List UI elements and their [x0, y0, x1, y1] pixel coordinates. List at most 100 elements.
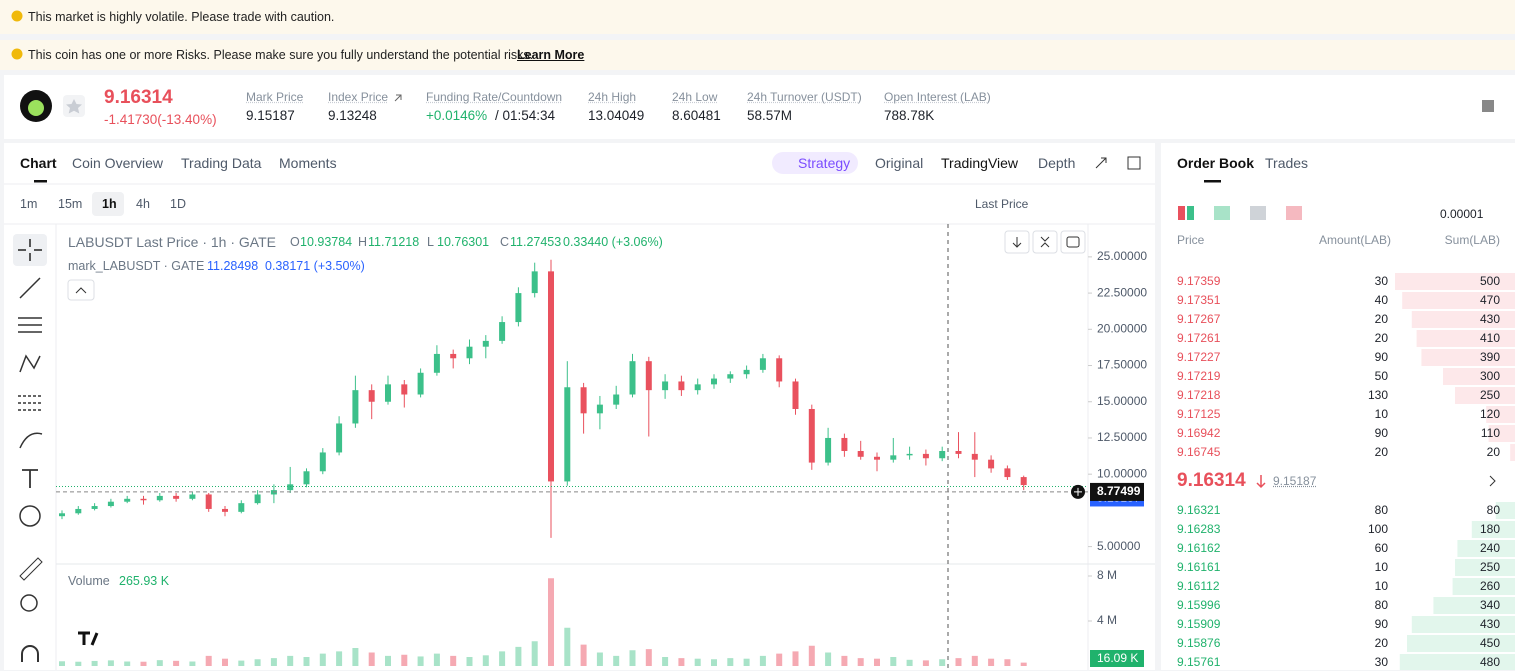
candle-body	[955, 451, 962, 454]
add-alert-icon	[1074, 487, 1082, 496]
last-price-label: 8.77499	[1097, 484, 1141, 498]
volume-bar	[1004, 659, 1011, 666]
order-sum: 20	[1486, 445, 1500, 459]
column-header: Price	[1177, 233, 1205, 247]
volume-bar	[368, 652, 375, 666]
candle-body	[417, 372, 424, 395]
learn-more-link[interactable]: Learn More	[517, 48, 585, 62]
volume-bar	[629, 650, 636, 666]
depth-bar	[1471, 521, 1515, 538]
depth-bar	[1486, 406, 1515, 423]
volume-bar	[906, 659, 913, 666]
order-book-tab[interactable]: Trades	[1265, 155, 1309, 171]
candle-body	[352, 390, 359, 424]
y-tick-label: 12.50000	[1097, 430, 1147, 444]
legend-value: 10.93784	[300, 235, 353, 249]
stat-value: 9.13248	[328, 108, 377, 123]
chart-panel	[4, 143, 1155, 670]
interval-button[interactable]: 1D	[170, 197, 186, 211]
order-price: 9.17219	[1177, 369, 1221, 383]
legend-key: C	[500, 235, 510, 249]
warning-icon	[11, 48, 23, 60]
depth-bar	[1421, 349, 1515, 366]
y-tick-label: 22.50000	[1097, 285, 1147, 299]
volume-bar	[173, 660, 180, 666]
stat-value: 9.15187	[246, 108, 295, 123]
warning-icon	[11, 10, 23, 22]
zoom-tool[interactable]	[20, 594, 38, 612]
magnet-tool[interactable]	[21, 645, 39, 662]
layout-icon[interactable]	[1250, 206, 1266, 220]
chevron-icon[interactable]	[1489, 475, 1496, 487]
legend-key: O	[290, 235, 300, 249]
candle-body	[107, 501, 114, 507]
volume-bar	[662, 657, 669, 666]
layout-icon[interactable]	[1214, 206, 1230, 220]
order-price: 9.17125	[1177, 407, 1221, 421]
candle-body	[222, 508, 228, 512]
volume-bar	[270, 658, 277, 666]
volume-bar	[792, 651, 799, 666]
interval-button[interactable]: 1m	[20, 197, 38, 211]
depth-bar	[1510, 444, 1515, 461]
chart-button[interactable]	[1060, 230, 1086, 254]
layout-icon[interactable]	[1286, 206, 1302, 220]
order-sum: 450	[1479, 636, 1500, 650]
brush-tool[interactable]	[19, 432, 43, 449]
layout-icon[interactable]	[1178, 206, 1185, 220]
chart-tab[interactable]: Chart	[20, 155, 57, 171]
chart-tab[interactable]: Coin Overview	[72, 155, 164, 171]
order-amount: 90	[1374, 426, 1388, 440]
order-book-tab[interactable]: Order Book	[1177, 155, 1255, 171]
stat-label: Index Price	[328, 90, 389, 104]
layout-icon[interactable]	[1187, 206, 1194, 220]
collapse-legend[interactable]	[67, 279, 95, 301]
pattern-tool[interactable]	[19, 354, 41, 373]
legend-mark-change: 0.38171 (+3.50%)	[265, 259, 365, 273]
strategy-pill[interactable]	[772, 152, 858, 174]
chart-tab[interactable]: Moments	[279, 155, 337, 171]
notes-icon[interactable]	[1482, 100, 1494, 112]
interval-button[interactable]: 15m	[58, 197, 83, 211]
order-price: 9.16161	[1177, 560, 1221, 574]
interval-button[interactable]: 1h	[102, 197, 117, 211]
banner-text: This coin has one or more Risks. Please …	[28, 48, 534, 62]
volume-bar	[417, 656, 424, 666]
candle-body	[433, 353, 440, 373]
legend-symbol: LABUSDT Last Price · 1h · GATE	[68, 234, 276, 250]
banner-text: This market is highly volatile. Please t…	[28, 10, 335, 24]
view-tab[interactable]: TradingView	[941, 155, 1019, 171]
volume-bar	[776, 653, 783, 666]
legend-mark-value: 11.28498	[207, 259, 259, 273]
order-amount: 30	[1374, 655, 1388, 669]
fib-tool[interactable]	[18, 317, 42, 333]
volume-bar	[564, 627, 571, 666]
candle-body	[971, 453, 978, 460]
volume-bar	[694, 658, 701, 666]
volume-bar	[955, 658, 962, 666]
order-price: 9.17218	[1177, 388, 1221, 402]
view-tab[interactable]: Depth	[1038, 155, 1076, 171]
order-price: 9.16745	[1177, 445, 1221, 459]
view-tab[interactable]: Original	[875, 155, 924, 171]
crosshair-tool[interactable]	[18, 239, 42, 261]
candle-body	[645, 361, 652, 391]
order-amount: 130	[1367, 388, 1388, 402]
expand-icon[interactable]	[1095, 157, 1107, 169]
price-source-select[interactable]: Last Price	[975, 197, 1029, 211]
tool-active[interactable]	[13, 234, 47, 266]
maximize-icon[interactable]	[1127, 156, 1141, 170]
text-tool[interactable]	[22, 469, 38, 488]
order-price: 9.16321	[1177, 503, 1221, 517]
chart-button[interactable]	[1032, 230, 1058, 254]
trendline-tool[interactable]	[19, 277, 41, 299]
view-tab[interactable]: Strategy	[798, 155, 851, 171]
ruler-tool[interactable]	[19, 557, 43, 581]
interval-button[interactable]: 4h	[136, 197, 150, 211]
projection-tool[interactable]	[18, 395, 42, 411]
emoji-tool[interactable]	[19, 505, 41, 527]
precision-select[interactable]: 0.00001	[1440, 207, 1484, 221]
tradingview-logo	[78, 631, 99, 646]
stat-label: Open Interest (LAB)	[884, 90, 991, 104]
chart-tab[interactable]: Trading Data	[181, 155, 262, 171]
